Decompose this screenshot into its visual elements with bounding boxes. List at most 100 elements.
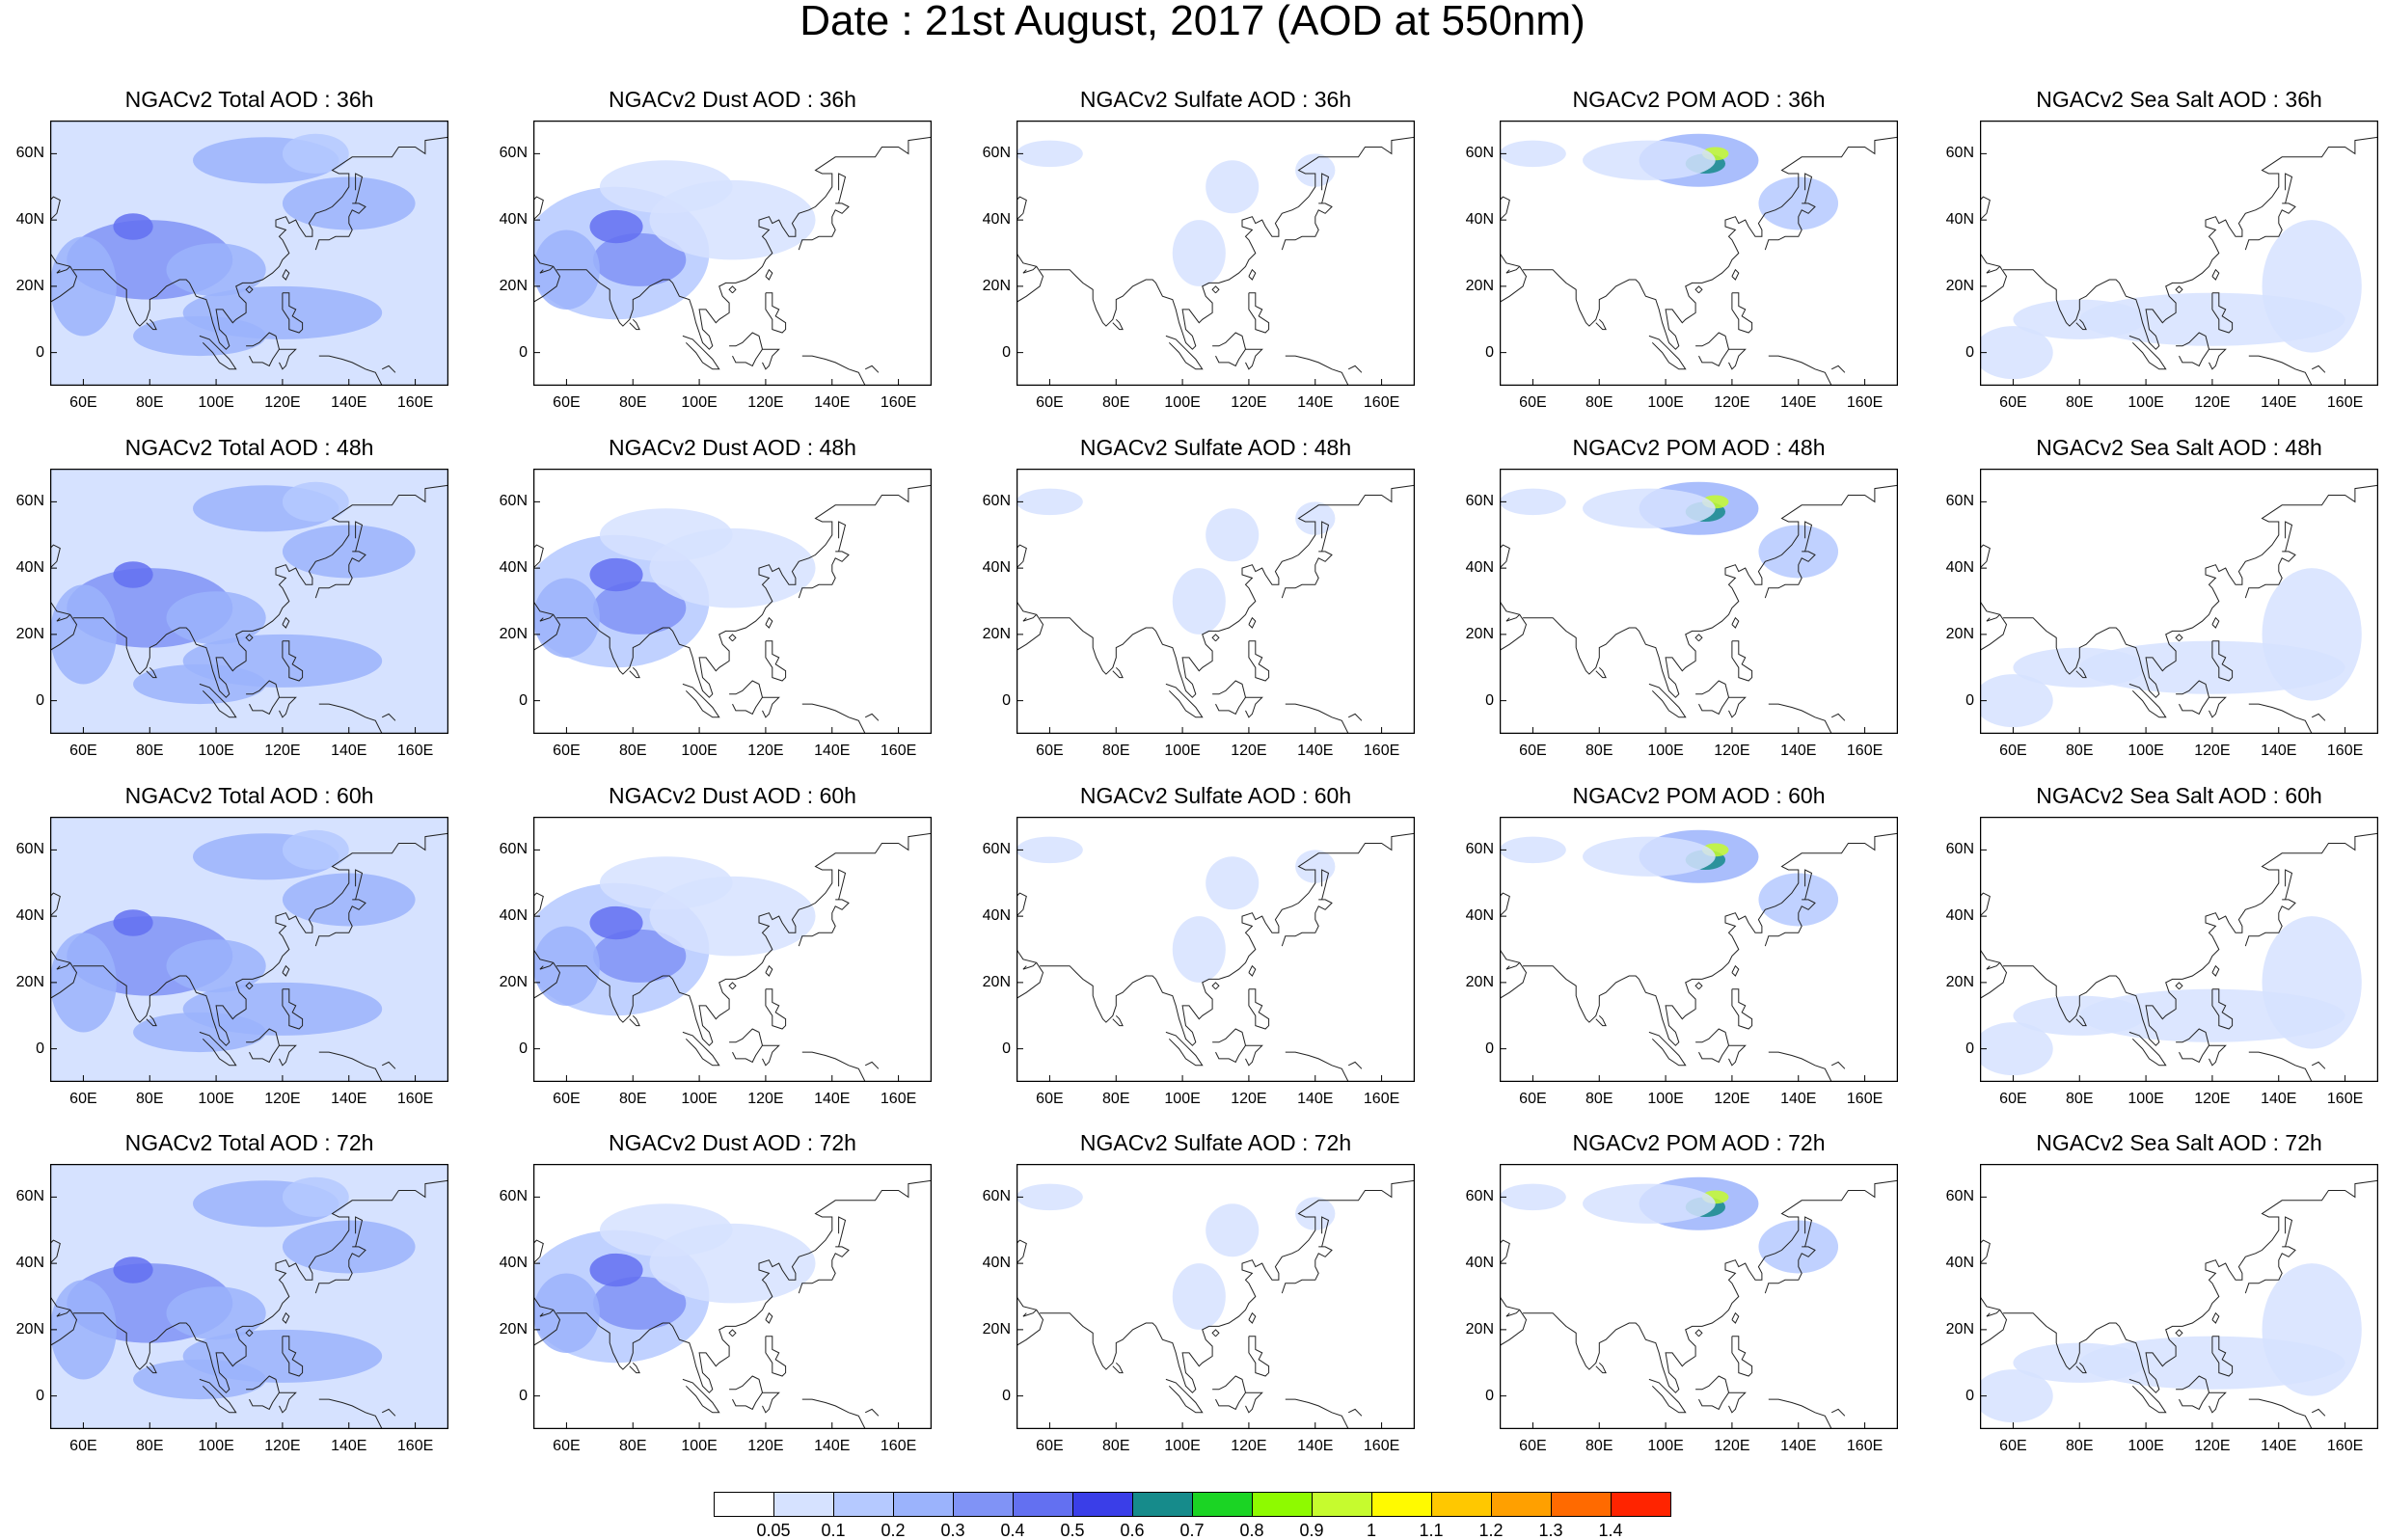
coastline bbox=[1022, 961, 1038, 970]
lon-tick-label: 100E bbox=[1647, 743, 1684, 759]
lat-tick-label: 0 bbox=[1965, 1040, 1974, 1057]
coastline bbox=[1695, 1375, 1730, 1411]
aod-field-patch bbox=[166, 939, 266, 993]
coastline bbox=[629, 318, 640, 331]
aod-field-patch bbox=[50, 1280, 117, 1380]
coastline bbox=[728, 1329, 737, 1337]
coastline bbox=[1695, 1028, 1730, 1064]
coastline bbox=[1695, 680, 1730, 716]
lat-tick-label: 20N bbox=[1465, 973, 1494, 990]
coastline bbox=[2211, 988, 2234, 1030]
aod-field-patch bbox=[1980, 674, 2053, 728]
panel-title: NGACv2 Sea Salt AOD : 36h bbox=[2036, 87, 2322, 112]
lon-tick-label: 60E bbox=[1036, 743, 1064, 759]
lon-tick-label: 140E bbox=[331, 1091, 367, 1107]
panel-title: NGACv2 Total AOD : 48h bbox=[124, 435, 374, 460]
map-plot bbox=[1980, 469, 2378, 734]
lat-tick-label: 40N bbox=[1465, 907, 1494, 925]
lat-tick-label: 20N bbox=[499, 625, 528, 642]
aod-field-patch bbox=[1016, 140, 1083, 168]
lon-tick-label: 140E bbox=[1780, 743, 1817, 759]
coastline bbox=[1500, 892, 1510, 917]
coastline bbox=[245, 634, 254, 642]
coastline bbox=[1165, 683, 1204, 718]
lon-tick-label: 120E bbox=[264, 1091, 301, 1107]
coastline bbox=[864, 1408, 880, 1417]
coastline bbox=[1980, 544, 1991, 569]
coastline bbox=[2175, 634, 2183, 642]
lat-tick-label: 60N bbox=[1465, 1188, 1494, 1205]
coastline bbox=[533, 601, 561, 651]
lon-tick-label: 120E bbox=[1714, 743, 1750, 759]
aod-field-patch bbox=[1016, 1183, 1083, 1211]
coastline bbox=[73, 1179, 448, 1393]
coastline bbox=[2075, 1362, 2087, 1374]
coastline bbox=[314, 551, 366, 599]
aod-field-patch bbox=[133, 1359, 266, 1400]
lon-tick-label: 160E bbox=[2326, 1091, 2364, 1107]
lat-tick-label: 40N bbox=[15, 559, 44, 577]
map-panel bbox=[1980, 1164, 2378, 1429]
lat-tick-label: 0 bbox=[1002, 1387, 1011, 1404]
aod-field-patch bbox=[1980, 326, 2053, 380]
coastline bbox=[682, 683, 720, 718]
coastline bbox=[1112, 1362, 1124, 1374]
lat-tick-label: 20N bbox=[1945, 973, 1974, 990]
map-frame bbox=[50, 817, 448, 1082]
lon-tick-label: 80E bbox=[136, 743, 164, 759]
coastline bbox=[1281, 1246, 1333, 1294]
coastline bbox=[381, 365, 396, 373]
coastline bbox=[1764, 551, 1816, 599]
lon-tick-label: 120E bbox=[2194, 743, 2231, 759]
coastline bbox=[1321, 1216, 1330, 1248]
lon-tick-label: 120E bbox=[747, 1438, 784, 1454]
lon-tick-label: 80E bbox=[2066, 743, 2094, 759]
lat-tick-label: 40N bbox=[1945, 907, 1974, 925]
colorbar-box bbox=[1072, 1492, 1133, 1517]
aod-field-patch bbox=[1980, 1022, 2053, 1076]
coastline bbox=[1248, 988, 1270, 1030]
map-panel bbox=[533, 121, 932, 386]
coastline bbox=[1281, 551, 1333, 599]
lon-tick-label: 80E bbox=[1102, 1091, 1130, 1107]
coastline bbox=[801, 355, 866, 386]
coastline bbox=[1768, 703, 1832, 734]
map-frame bbox=[50, 121, 448, 386]
lon-tick-label: 120E bbox=[1231, 1091, 1267, 1107]
lon-tick-label: 80E bbox=[1585, 743, 1613, 759]
lon-tick-label: 120E bbox=[1231, 394, 1267, 411]
coastline bbox=[838, 173, 847, 204]
coastline bbox=[2209, 348, 2227, 370]
map-panel bbox=[1980, 469, 2378, 734]
colorbar-label: 0.9 bbox=[1299, 1521, 1324, 1540]
coastline bbox=[1248, 1336, 1270, 1377]
map-plot bbox=[1016, 817, 1415, 1082]
lon-tick-label: 140E bbox=[814, 1091, 851, 1107]
coastline bbox=[282, 268, 290, 281]
colorbar-box bbox=[1491, 1492, 1552, 1517]
aod-field-patch bbox=[1758, 873, 1839, 927]
lon-tick-label: 140E bbox=[1297, 743, 1334, 759]
lon-tick-label: 140E bbox=[814, 1438, 851, 1454]
map-plot bbox=[1980, 817, 2378, 1082]
coastline bbox=[1321, 173, 1330, 204]
lat-tick-label: 20N bbox=[15, 625, 44, 642]
map-plot bbox=[1980, 121, 2378, 386]
coastline bbox=[1016, 544, 1027, 569]
coastline bbox=[1248, 640, 1270, 682]
coastline bbox=[533, 1296, 561, 1346]
aod-field-patch bbox=[1758, 525, 1839, 579]
coastline bbox=[1768, 1398, 1832, 1429]
coastline bbox=[2003, 1179, 2378, 1393]
lon-tick-label: 100E bbox=[2128, 394, 2164, 411]
lon-tick-label: 100E bbox=[2128, 1091, 2164, 1107]
map-panel bbox=[1500, 121, 1898, 386]
lon-tick-label: 60E bbox=[553, 394, 581, 411]
coastline bbox=[762, 1391, 780, 1414]
lon-tick-label: 100E bbox=[198, 394, 234, 411]
coastline bbox=[765, 1311, 773, 1324]
map-frame bbox=[1980, 1164, 2378, 1429]
coastline bbox=[1040, 1179, 1415, 1393]
coastline bbox=[729, 1375, 764, 1411]
coastline bbox=[56, 1309, 71, 1317]
